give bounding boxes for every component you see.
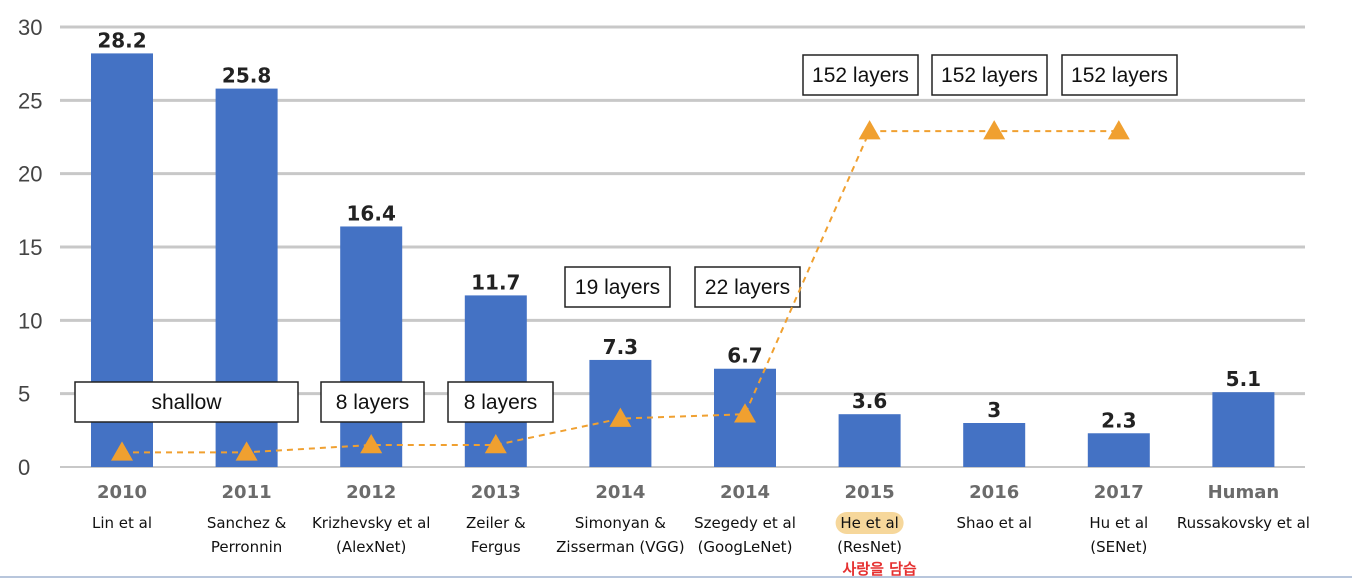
- depth-marker-3: [484, 434, 507, 454]
- value-label-2: 16.4: [347, 201, 396, 225]
- y-tick-label: 30: [18, 15, 42, 40]
- value-labels: 28.2 25.8 16.4 11.7 7.3 6.7 3.6 3 2.3 5.1: [97, 28, 1261, 432]
- depth-box: shallow: [74, 381, 299, 423]
- value-label-8: 2.3: [1101, 408, 1136, 432]
- depth-box-frame: [931, 54, 1048, 96]
- annotations: 사랑을 담습: [842, 560, 916, 578]
- x-year-label-9: Human: [1208, 482, 1280, 503]
- depth-box-frame: [320, 381, 425, 423]
- depth-marker-0: [111, 441, 133, 461]
- depth-box-label: 19 layers: [575, 276, 660, 299]
- value-label-9: 5.1: [1226, 367, 1261, 391]
- value-label-6: 3.6: [852, 389, 887, 413]
- x-axis-labels: 2010 Lin et al 2011 Sanchez & Perronnin 2012 K…: [92, 482, 1310, 556]
- depth-line: [122, 130, 1119, 454]
- depth-box-frame: [1061, 54, 1178, 96]
- x-year-label-5: 2014: [720, 482, 770, 503]
- highlight-mark: [835, 512, 904, 534]
- x-year-label-6: 2015: [845, 482, 895, 503]
- depth-box-frame: [802, 54, 919, 96]
- depth-box-label: 8 layers: [336, 391, 410, 414]
- bar-7: [963, 423, 1026, 467]
- x-year-label-7: 2016: [969, 482, 1019, 503]
- value-label-1: 25.8: [222, 64, 271, 88]
- value-label-3: 11.7: [471, 270, 520, 294]
- bar-9: [1212, 392, 1275, 467]
- bar-6: [838, 414, 901, 467]
- value-label-7: 3: [987, 398, 1001, 422]
- x-entrant-label-2: Krizhevsky et al: [312, 514, 431, 532]
- x-entrant-label-5: Szegedy et al: [694, 514, 796, 532]
- depth-boxes: shallow 8 layers 8 layers 19 layers 22 layer…: [74, 54, 1178, 423]
- depth-marker-1: [235, 441, 258, 461]
- depth-series: [111, 120, 1130, 461]
- value-label-5: 6.7: [727, 344, 762, 368]
- x-year-label-2: 2012: [346, 482, 396, 503]
- depth-marker-6: [858, 120, 881, 140]
- y-tick-label: 5: [18, 382, 30, 407]
- x-entrant-label-8: Hu et al: [1089, 514, 1148, 532]
- x-year-label-8: 2017: [1094, 482, 1144, 503]
- bar-2: [340, 226, 403, 467]
- depth-box-frame: [564, 266, 671, 308]
- x-entrant-label-4: Simonyan &: [575, 514, 666, 532]
- depth-box: 8 layers: [320, 381, 425, 423]
- depth-box: 152 layers: [802, 54, 919, 96]
- depth-marker-7: [983, 120, 1006, 140]
- x-year-label-0: 2010: [97, 482, 147, 503]
- depth-box: 152 layers: [931, 54, 1048, 96]
- depth-box-frame: [447, 381, 554, 423]
- depth-box-frame: [74, 381, 299, 423]
- x-year-label-1: 2011: [222, 482, 272, 503]
- value-label-4: 7.3: [603, 335, 638, 359]
- depth-box: 152 layers: [1061, 54, 1178, 96]
- x-year-label-3: 2013: [471, 482, 521, 503]
- x-entrant-label-1: Sanchez &: [207, 514, 287, 532]
- y-tick-label: 15: [18, 235, 42, 260]
- x-entrant-label-2: (AlexNet): [336, 538, 406, 556]
- x-year-label-4: 2014: [595, 482, 645, 503]
- depth-marker-5: [734, 403, 756, 423]
- x-entrant-label-6: (ResNet): [837, 538, 902, 556]
- depth-box-label: 22 layers: [705, 276, 790, 299]
- x-entrant-label-7: Shao et al: [956, 514, 1031, 532]
- depth-box-label: shallow: [151, 391, 222, 414]
- y-tick-label: 10: [18, 308, 42, 333]
- y-tick-label: 25: [18, 88, 42, 113]
- x-entrant-label-4: Zisserman (VGG): [556, 538, 685, 556]
- depth-marker-8: [1107, 120, 1130, 140]
- x-entrant-label-0: Lin et al: [92, 514, 152, 532]
- depth-box: 8 layers: [447, 381, 554, 423]
- y-axis-ticks: 0 5 10 15 20 25 30: [18, 15, 42, 480]
- highlights: [835, 512, 904, 534]
- depth-box: 19 layers: [564, 266, 671, 308]
- handwritten-annotation: 사랑을 담습: [842, 560, 916, 578]
- depth-marker-4: [609, 407, 632, 427]
- x-entrant-label-6: He et al: [840, 514, 899, 532]
- depth-box-label: 152 layers: [812, 64, 909, 87]
- depth-box: 22 layers: [694, 266, 801, 308]
- x-entrant-label-1: Perronnin: [211, 538, 282, 556]
- bar-8: [1087, 433, 1150, 467]
- x-entrant-label-5: (GoogLeNet): [698, 538, 793, 556]
- depth-box-label: 152 layers: [1071, 64, 1168, 87]
- depth-box-label: 152 layers: [941, 64, 1038, 87]
- x-entrant-label-9: Russakovsky et al: [1177, 514, 1310, 532]
- y-tick-label: 20: [18, 162, 42, 187]
- x-entrant-label-8: (SENet): [1090, 538, 1147, 556]
- y-tick-label: 0: [18, 455, 30, 480]
- depth-marker-2: [360, 434, 383, 454]
- value-label-0: 28.2: [97, 28, 146, 52]
- depth-box-label: 8 layers: [464, 391, 538, 414]
- x-entrant-label-3: Fergus: [471, 538, 521, 556]
- x-entrant-label-3: Zeiler &: [466, 514, 526, 532]
